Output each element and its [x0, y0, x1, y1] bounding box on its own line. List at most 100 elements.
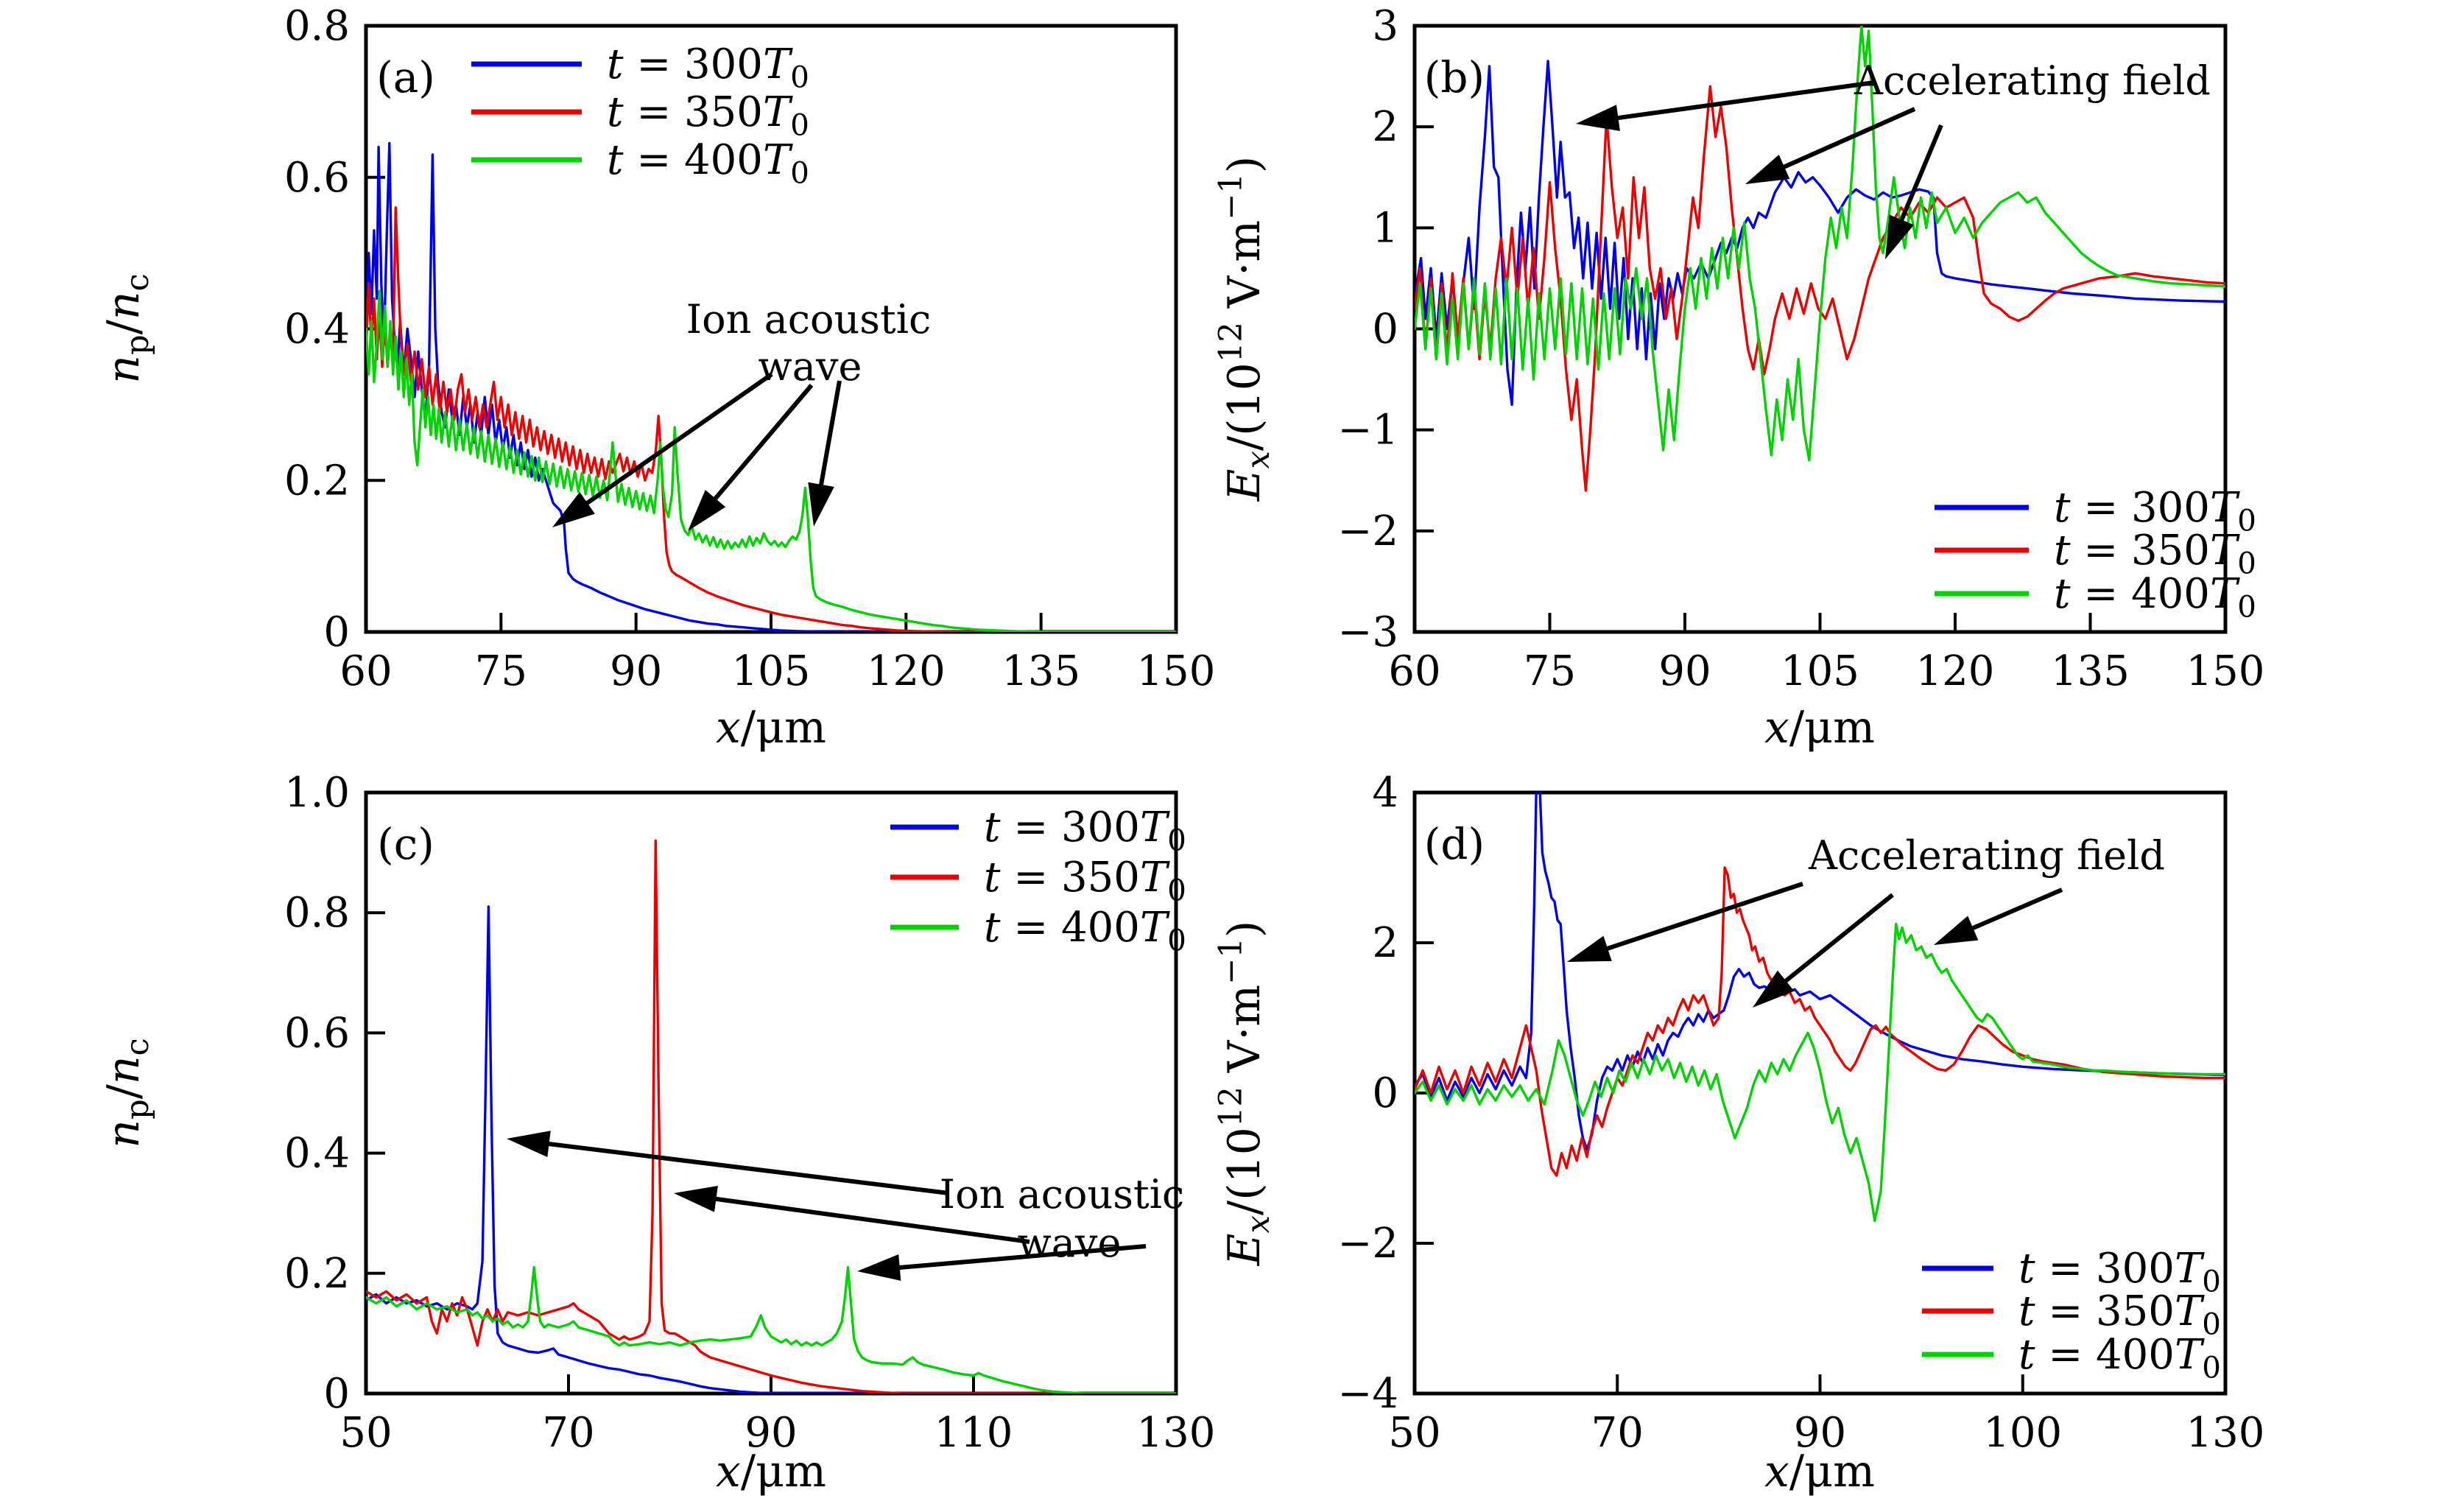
y-tick-label: 2	[1372, 103, 1398, 151]
text-run: /	[98, 319, 149, 334]
text-run: = 400	[2035, 1331, 2175, 1379]
text-run: = 350	[1001, 854, 1140, 902]
y-tick-label: 0	[323, 608, 350, 656]
y-tick-label: 1.0	[284, 769, 350, 817]
annotation-arrow-shaft	[1895, 124, 1943, 229]
series-line	[1415, 793, 2225, 1151]
text-run: = 400	[624, 136, 763, 184]
text-run: 0	[2237, 503, 2256, 538]
annotation-arrow-shaft	[1777, 893, 1894, 988]
y-axis-label: Ex/(1012 V·m−1)	[1213, 156, 1277, 502]
annotation-arrow-shaft	[708, 384, 814, 507]
text-run: n	[98, 292, 149, 320]
text-run: T	[763, 88, 793, 136]
x-axis-label: x/μm	[1764, 1446, 1875, 1497]
text-run: t	[984, 904, 1001, 952]
annotation-text: wave	[758, 343, 862, 390]
text-run: T	[763, 41, 793, 88]
text-run: = 300	[1001, 804, 1140, 851]
y-tick-label: 0.4	[284, 306, 350, 354]
annotation-arrow-head	[674, 1186, 718, 1212]
x-tick-label: 130	[2186, 1409, 2265, 1457]
text-run: = 300	[2035, 1245, 2175, 1293]
series-line	[1415, 26, 2225, 462]
text-run: )	[1219, 921, 1270, 938]
series-line	[366, 206, 1176, 632]
text-run: x	[716, 1446, 741, 1497]
series-line	[366, 141, 1176, 632]
series-line	[1415, 60, 2225, 407]
text-run: p	[119, 334, 156, 355]
text-run: 0	[1167, 823, 1186, 857]
annotation-text: Accelerating field	[1808, 832, 2165, 879]
annotation-arrow-head	[857, 1254, 901, 1281]
text-run: t	[2018, 1245, 2035, 1293]
y-tick-label: −1	[1337, 407, 1398, 454]
text-run: = 400	[2071, 570, 2210, 618]
legend-label: t = 350T0	[607, 88, 809, 142]
y-tick-label: 0.4	[284, 1130, 350, 1178]
text-run: n	[98, 1120, 149, 1148]
text-run: t	[2054, 484, 2071, 532]
text-run: t	[2054, 570, 2071, 618]
legend-label: t = 400T0	[984, 904, 1186, 957]
x-tick-label: 90	[1658, 647, 1711, 695]
text-run: x	[1240, 451, 1277, 468]
y-tick-label: −2	[1337, 507, 1398, 555]
x-tick-label: 90	[610, 647, 662, 695]
y-tick-label: 3	[1372, 2, 1398, 50]
annotation-arrow-shaft	[579, 372, 773, 510]
text-run: /μm	[1789, 702, 1875, 753]
panel-b: 60 75 90 105 120 135 150−3−2−10123x/μmEx/(1012…	[1213, 2, 2264, 753]
x-tick-label: 110	[934, 1409, 1013, 1457]
annotation-arrow-head	[1567, 935, 1612, 962]
series-line	[366, 839, 1176, 1394]
x-tick-label: 150	[2186, 647, 2265, 695]
x-tick-label: 70	[542, 1409, 594, 1457]
annotation-arrow-head	[552, 492, 595, 527]
annotation-text: wave	[1018, 1220, 1122, 1266]
x-tick-label: 120	[867, 647, 946, 695]
x-axis-label: x/μm	[1764, 702, 1875, 753]
text-run: V·m	[1219, 220, 1270, 322]
text-run: 0	[790, 60, 809, 94]
y-tick-label: 0.8	[284, 2, 350, 50]
x-tick-label: 135	[1002, 647, 1080, 695]
y-tick-label: 0.2	[284, 457, 350, 505]
legend-label: t = 400T0	[2054, 570, 2256, 624]
text-run: T	[763, 136, 793, 184]
annotation-arrow-head	[1885, 214, 1914, 259]
y-tick-label: 4	[1372, 769, 1398, 817]
x-tick-label: 60	[1388, 647, 1440, 695]
text-run: t	[607, 41, 624, 88]
x-tick-label: 75	[1524, 647, 1576, 695]
panel-letter: (a)	[376, 52, 435, 102]
y-tick-label: 0	[1372, 1069, 1398, 1117]
text-run: n	[98, 355, 149, 384]
x-tick-label: 130	[1137, 1409, 1216, 1457]
x-tick-label: 75	[475, 647, 527, 695]
annotation-text: Ion acoustic	[940, 1171, 1184, 1217]
text-run: x	[1240, 1215, 1277, 1233]
text-run: /(10	[1219, 1127, 1270, 1215]
text-run: n	[98, 1056, 149, 1085]
annotation-arrow-head	[808, 482, 834, 527]
text-run: T	[2175, 1287, 2205, 1335]
y-axis-label: np/nc	[98, 273, 156, 383]
y-tick-label: −3	[1337, 608, 1398, 656]
legend-label: t = 300T0	[607, 41, 809, 94]
annotation-text: Accelerating field	[1854, 57, 2211, 104]
annotation-arrow-head	[1934, 916, 1979, 945]
text-run: t	[2054, 527, 2071, 574]
text-run: T	[2175, 1331, 2205, 1379]
annotation-arrow-shaft	[1775, 107, 1916, 173]
text-run: x	[1764, 702, 1789, 753]
annotation-arrow-shaft	[890, 1244, 1147, 1271]
legend-label: t = 400T0	[2018, 1331, 2221, 1385]
y-tick-label: 2	[1372, 919, 1398, 967]
text-run: )	[1219, 156, 1270, 173]
legend-label: t = 300T0	[984, 804, 1186, 857]
text-run: /(10	[1219, 362, 1270, 451]
